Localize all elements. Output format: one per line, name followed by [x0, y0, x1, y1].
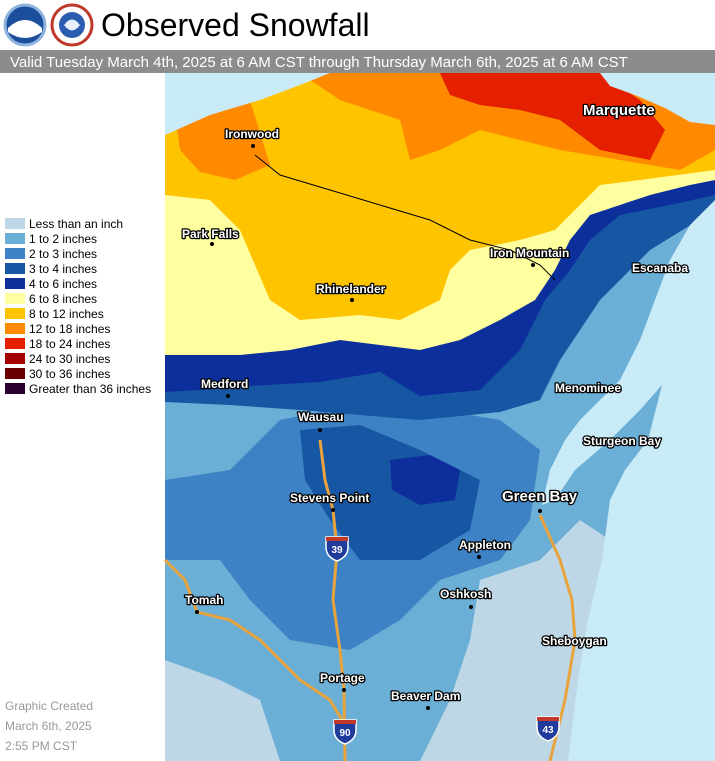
- legend-label: 4 to 6 inches: [29, 277, 97, 291]
- legend-swatch: [5, 308, 25, 319]
- legend-label: 24 to 30 inches: [29, 352, 110, 366]
- legend-label: 8 to 12 inches: [29, 307, 104, 321]
- highway-number: 90: [339, 728, 351, 739]
- highway: [163, 558, 347, 726]
- city-label: Wausau: [298, 410, 344, 424]
- legend-swatch: [5, 368, 25, 379]
- lake-michigan: [542, 200, 715, 761]
- city-label: Escanaba: [632, 261, 688, 275]
- legend-label: 1 to 2 inches: [29, 232, 97, 246]
- snow-band: [165, 660, 280, 761]
- highway: [318, 439, 347, 761]
- legend-label: Less than an inch: [29, 217, 123, 231]
- city-label: Stevens Point: [290, 491, 369, 505]
- city-label: Appleton: [459, 538, 511, 552]
- highway-number: 43: [542, 725, 554, 736]
- city-dots: [195, 144, 542, 710]
- highway-number: 39: [331, 545, 343, 556]
- snow-band: [390, 455, 460, 505]
- legend-label: 6 to 8 inches: [29, 292, 97, 306]
- legend-swatch: [5, 383, 25, 394]
- highway-shield: 90: [333, 719, 357, 745]
- highway-shield: 43: [536, 716, 560, 742]
- legend-swatch: [5, 248, 25, 259]
- city-label: Rhinelander: [316, 282, 386, 296]
- city-label: Iron Mountain: [490, 246, 569, 260]
- city-label: Beaver Dam: [391, 689, 460, 703]
- city-label: Portage: [320, 671, 365, 685]
- footer-text: March 6th, 2025: [5, 719, 92, 733]
- city-label: Sheboygan: [542, 634, 607, 648]
- map: [163, 73, 715, 761]
- legend-label: 12 to 18 inches: [29, 322, 110, 336]
- legend-label: 2 to 3 inches: [29, 247, 97, 261]
- legend-swatch: [5, 278, 25, 289]
- snow-band: [420, 520, 610, 761]
- legend-label: Greater than 36 inches: [29, 382, 151, 396]
- city-label: Medford: [201, 377, 248, 391]
- title: Observed Snowfall: [101, 7, 370, 43]
- legend-swatch: [5, 233, 25, 244]
- footer-text: 2:55 PM CST: [5, 739, 78, 753]
- city-label: Menominee: [555, 381, 621, 395]
- legend-swatch: [5, 293, 25, 304]
- snow-band: [440, 73, 665, 160]
- footer-text: Graphic Created: [5, 699, 93, 713]
- highway-shield: 39: [325, 536, 349, 562]
- subtitle-bar: [0, 50, 715, 73]
- city-label: Ironwood: [225, 127, 279, 141]
- legend-label: 18 to 24 inches: [29, 337, 110, 351]
- subtitle: Valid Tuesday March 4th, 2025 at 6 AM CS…: [10, 54, 628, 71]
- legend-swatch: [5, 353, 25, 364]
- city-label: Park Falls: [182, 227, 239, 241]
- city-label: Sturgeon Bay: [583, 434, 661, 448]
- legend-label: 30 to 36 inches: [29, 367, 110, 381]
- legend-swatch: [5, 263, 25, 274]
- legend-swatch: [5, 323, 25, 334]
- city-label: Tomah: [185, 593, 223, 607]
- state-border: [254, 154, 556, 281]
- highway: [538, 514, 577, 761]
- lake-superior: [165, 73, 330, 135]
- legend-swatch: [5, 338, 25, 349]
- legend-label: 3 to 4 inches: [29, 262, 97, 276]
- lake-superior: [600, 73, 715, 125]
- logos: [3, 3, 94, 47]
- city-label: Oshkosh: [440, 587, 491, 601]
- legend-swatch: [5, 218, 25, 229]
- city-label: Marquette: [583, 102, 655, 119]
- city-label: Green Bay: [502, 488, 578, 505]
